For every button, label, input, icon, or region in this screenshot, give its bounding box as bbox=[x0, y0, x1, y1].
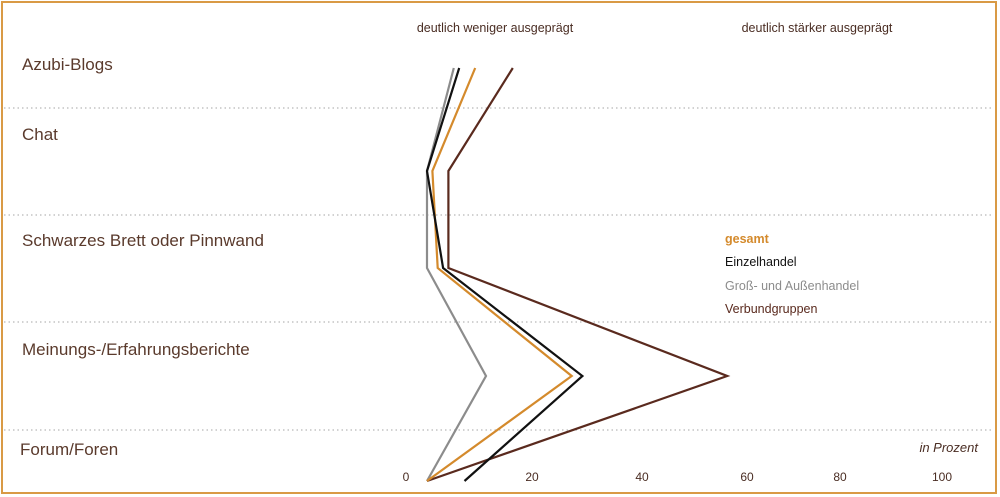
category-label: Schwarzes Brett oder Pinnwand bbox=[22, 231, 264, 250]
category-label: Forum/Foren bbox=[20, 440, 118, 459]
x-tick-label: 100 bbox=[932, 470, 952, 484]
x-tick-label: 60 bbox=[740, 470, 754, 484]
series-line-groß-und-außenhandel bbox=[425, 67, 488, 482]
legend-item: Einzelhandel bbox=[725, 255, 797, 269]
legend-item: Verbundgruppen bbox=[725, 302, 817, 316]
unit-label: in Prozent bbox=[919, 440, 979, 455]
x-tick-label: 0 bbox=[403, 470, 410, 484]
legend-item: gesamt bbox=[725, 232, 770, 246]
category-label: Azubi-Blogs bbox=[22, 55, 113, 74]
header-left: deutlich weniger ausgeprägt bbox=[417, 21, 574, 35]
x-tick-label: 40 bbox=[635, 470, 649, 484]
x-tick-label: 20 bbox=[525, 470, 539, 484]
category-label: Meinungs-/Erfahrungsberichte bbox=[22, 340, 250, 359]
header-right: deutlich stärker ausgeprägt bbox=[742, 21, 893, 35]
series-line-gesamt bbox=[426, 67, 574, 482]
series-line-einzelhandel bbox=[425, 67, 585, 482]
category-label: Chat bbox=[22, 125, 58, 144]
series-line-verbundgruppen bbox=[426, 67, 731, 483]
legend-item: Groß- und Außenhandel bbox=[725, 279, 859, 293]
x-tick-label: 80 bbox=[833, 470, 847, 484]
